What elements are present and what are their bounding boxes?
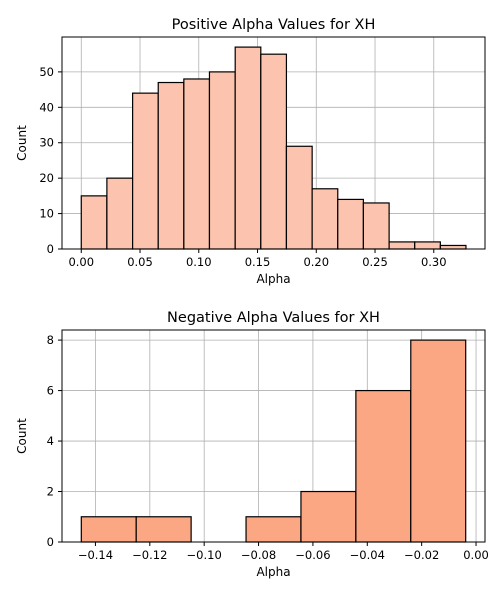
- y-tick-label: 50: [39, 65, 54, 79]
- x-tick-label: 0.00: [463, 548, 489, 562]
- y-tick-label: 40: [39, 100, 54, 114]
- y-axis-label: Count: [15, 125, 29, 161]
- y-tick-label: 4: [47, 434, 54, 448]
- histogram-bar: [208, 71, 236, 250]
- x-tick-label: −0.06: [295, 548, 330, 562]
- histogram-bar: [132, 92, 159, 250]
- y-tick-label: 8: [47, 333, 54, 347]
- histogram-bar: [234, 46, 262, 250]
- histogram-bar: [311, 188, 339, 250]
- y-tick-label: 2: [47, 485, 54, 499]
- histogram-bar: [362, 202, 390, 250]
- histogram-bar: [260, 53, 288, 250]
- histogram-bar: [106, 177, 134, 250]
- x-tick-label: −0.08: [241, 548, 276, 562]
- histogram-bar: [183, 78, 211, 250]
- x-tick-label: −0.12: [132, 548, 167, 562]
- histogram-bar: [388, 241, 416, 250]
- y-tick-label: 6: [47, 384, 54, 398]
- x-tick-label: 0.25: [362, 255, 388, 269]
- x-tick-label: 0.30: [421, 255, 447, 269]
- histogram-bar: [355, 389, 412, 543]
- y-tick-label: 0: [47, 535, 54, 549]
- histogram-bar: [80, 195, 108, 250]
- histogram-bar: [300, 490, 357, 543]
- histogram-bar: [414, 241, 441, 250]
- positive-chart: 0.00 0.05 0.10 0.15 0.20 0.25 0.30 0 10 20 30 40 50 P…: [15, 17, 486, 286]
- x-tick-label: −0.04: [350, 548, 385, 562]
- histogram-bar: [337, 198, 364, 250]
- x-tick-label: 0.15: [245, 255, 271, 269]
- negative-chart: −0.14 −0.12 −0.10 −0.08 −0.06 −0.04 −0.02 0.00 0…: [15, 310, 489, 579]
- x-tick-label: −0.02: [404, 548, 439, 562]
- y-tick-label: 20: [39, 171, 54, 185]
- x-tick-label: −0.10: [187, 548, 222, 562]
- chart-title: Positive Alpha Values for XH: [172, 17, 376, 33]
- x-tick-label: −0.14: [78, 548, 113, 562]
- x-tick-label: 0.05: [127, 255, 153, 269]
- histogram-bar: [135, 516, 192, 543]
- x-tick-label: 0.20: [303, 255, 329, 269]
- histogram-bar: [439, 244, 467, 250]
- x-tick-label: 0.10: [186, 255, 212, 269]
- x-axis-label: Alpha: [256, 272, 290, 286]
- histogram-bar: [157, 81, 185, 250]
- y-tick-label: 10: [39, 207, 54, 221]
- x-tick-label: 0.00: [68, 255, 94, 269]
- y-tick-label: 0: [47, 242, 54, 256]
- histogram-bar: [410, 339, 467, 543]
- chart-title: Negative Alpha Values for XH: [167, 310, 380, 326]
- histogram-bar: [245, 516, 302, 543]
- histogram-bar: [80, 516, 137, 543]
- y-axis-label: Count: [15, 418, 29, 454]
- x-axis-label: Alpha: [256, 565, 290, 579]
- y-tick-label: 30: [39, 136, 54, 150]
- axes-frame: [61, 329, 486, 543]
- histogram-bar: [285, 145, 313, 250]
